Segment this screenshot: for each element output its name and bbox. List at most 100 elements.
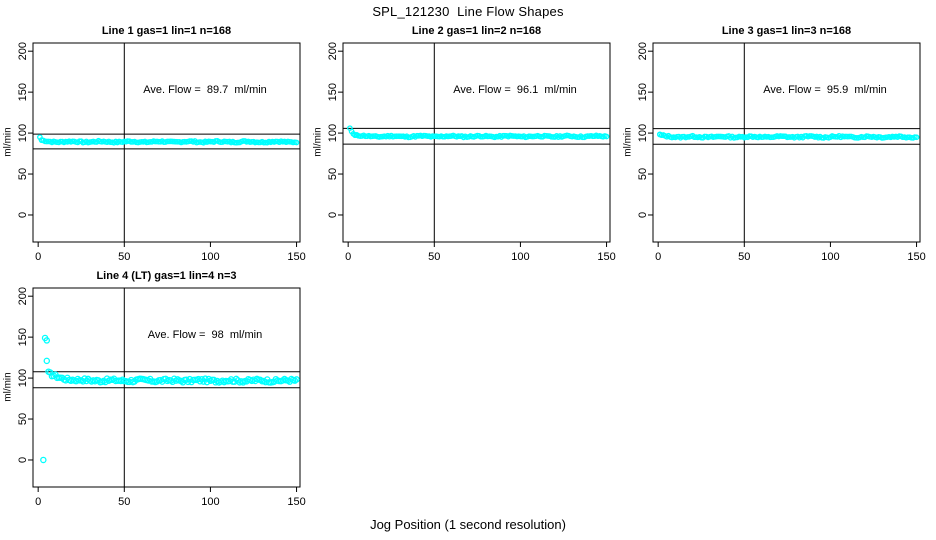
data-point <box>595 133 601 140</box>
data-point <box>209 138 215 145</box>
data-point <box>85 139 91 146</box>
data-point <box>453 133 460 140</box>
data-point <box>894 134 901 141</box>
data-point <box>119 139 126 146</box>
data-point <box>772 133 779 140</box>
data-point <box>102 378 109 386</box>
x-tick-label: 100 <box>821 251 839 263</box>
data-point <box>906 134 913 141</box>
data-point <box>820 135 827 141</box>
data-point <box>662 132 668 139</box>
y-tick-label: 100 <box>17 369 29 387</box>
data-point <box>138 375 145 383</box>
data-point <box>572 133 579 140</box>
data-point <box>211 139 217 145</box>
data-point <box>161 139 167 145</box>
data-point <box>682 134 689 141</box>
data-point <box>806 133 813 139</box>
data-point <box>381 133 388 140</box>
data-point <box>727 134 734 141</box>
data-point <box>560 133 567 140</box>
y-tick-label: 200 <box>637 42 649 60</box>
data-point <box>899 134 906 141</box>
data-point <box>200 378 207 385</box>
data-point <box>402 134 408 140</box>
data-point <box>729 133 736 140</box>
data-point <box>248 139 255 145</box>
data-point <box>400 133 407 140</box>
data-point <box>443 133 450 139</box>
data-point <box>186 138 193 144</box>
data-point <box>407 134 414 141</box>
data-point <box>910 135 916 141</box>
data-point <box>198 139 205 146</box>
data-point <box>121 377 128 385</box>
y-ticks: 0 50 100 150 200 <box>327 42 343 218</box>
data-point <box>181 376 188 384</box>
data-point <box>570 133 577 140</box>
data-point <box>293 139 300 146</box>
data-point <box>431 133 438 140</box>
data-point <box>291 377 299 384</box>
data-point <box>284 377 292 384</box>
data-point <box>224 378 231 385</box>
data-point <box>72 377 80 385</box>
data-point <box>724 133 730 140</box>
data-point <box>794 133 801 140</box>
data-point <box>898 133 904 140</box>
y-axis-label: ml/min <box>2 127 14 157</box>
data-point <box>760 134 767 140</box>
data-point <box>83 138 90 145</box>
data-point <box>849 134 856 140</box>
data-point <box>165 376 173 384</box>
data-point <box>162 375 169 383</box>
data-point <box>579 134 586 141</box>
data-point <box>686 134 693 140</box>
data-point <box>45 138 52 145</box>
data-point <box>696 133 703 140</box>
data-point <box>191 376 199 384</box>
data-point <box>419 133 426 140</box>
data-point <box>465 133 472 140</box>
data-point <box>50 372 57 379</box>
data-point <box>694 134 701 141</box>
data-point <box>203 378 211 386</box>
data-point <box>510 133 517 139</box>
data-point <box>658 132 665 139</box>
data-point <box>378 133 384 140</box>
data-point <box>405 134 412 141</box>
data-point <box>136 139 143 145</box>
data-point <box>283 139 290 146</box>
data-point <box>133 139 140 146</box>
reference-lines <box>343 43 610 242</box>
x-tick-label: 150 <box>287 496 305 508</box>
data-point <box>467 133 474 139</box>
data-point <box>289 376 297 384</box>
data-point <box>521 133 527 139</box>
data-point <box>879 135 885 141</box>
data-point <box>825 134 832 141</box>
data-point <box>882 134 889 141</box>
data-point <box>782 133 789 140</box>
data-point <box>231 378 238 385</box>
plot-box <box>342 42 611 243</box>
x-tick-label: 0 <box>655 251 661 263</box>
x-ticks: 0 50 100 150 <box>655 242 926 263</box>
data-point <box>107 139 114 146</box>
data-point <box>76 377 83 384</box>
data-point <box>822 134 829 140</box>
data-point <box>243 378 250 385</box>
ave-flow-annotation: Ave. Flow = 89.7 ml/min <box>143 84 267 96</box>
data-point <box>588 132 594 139</box>
data-point <box>584 133 591 139</box>
data-point <box>362 133 369 140</box>
data-point <box>657 131 663 138</box>
subplot-title: Line 3 gas=1 lin=3 n=168 <box>721 25 852 37</box>
data-point <box>365 132 372 139</box>
data-point <box>140 139 147 145</box>
data-point <box>142 138 148 145</box>
data-point <box>417 132 424 139</box>
y-axis-label: ml/min <box>622 127 634 157</box>
data-point <box>50 138 57 145</box>
data-point <box>543 132 550 139</box>
